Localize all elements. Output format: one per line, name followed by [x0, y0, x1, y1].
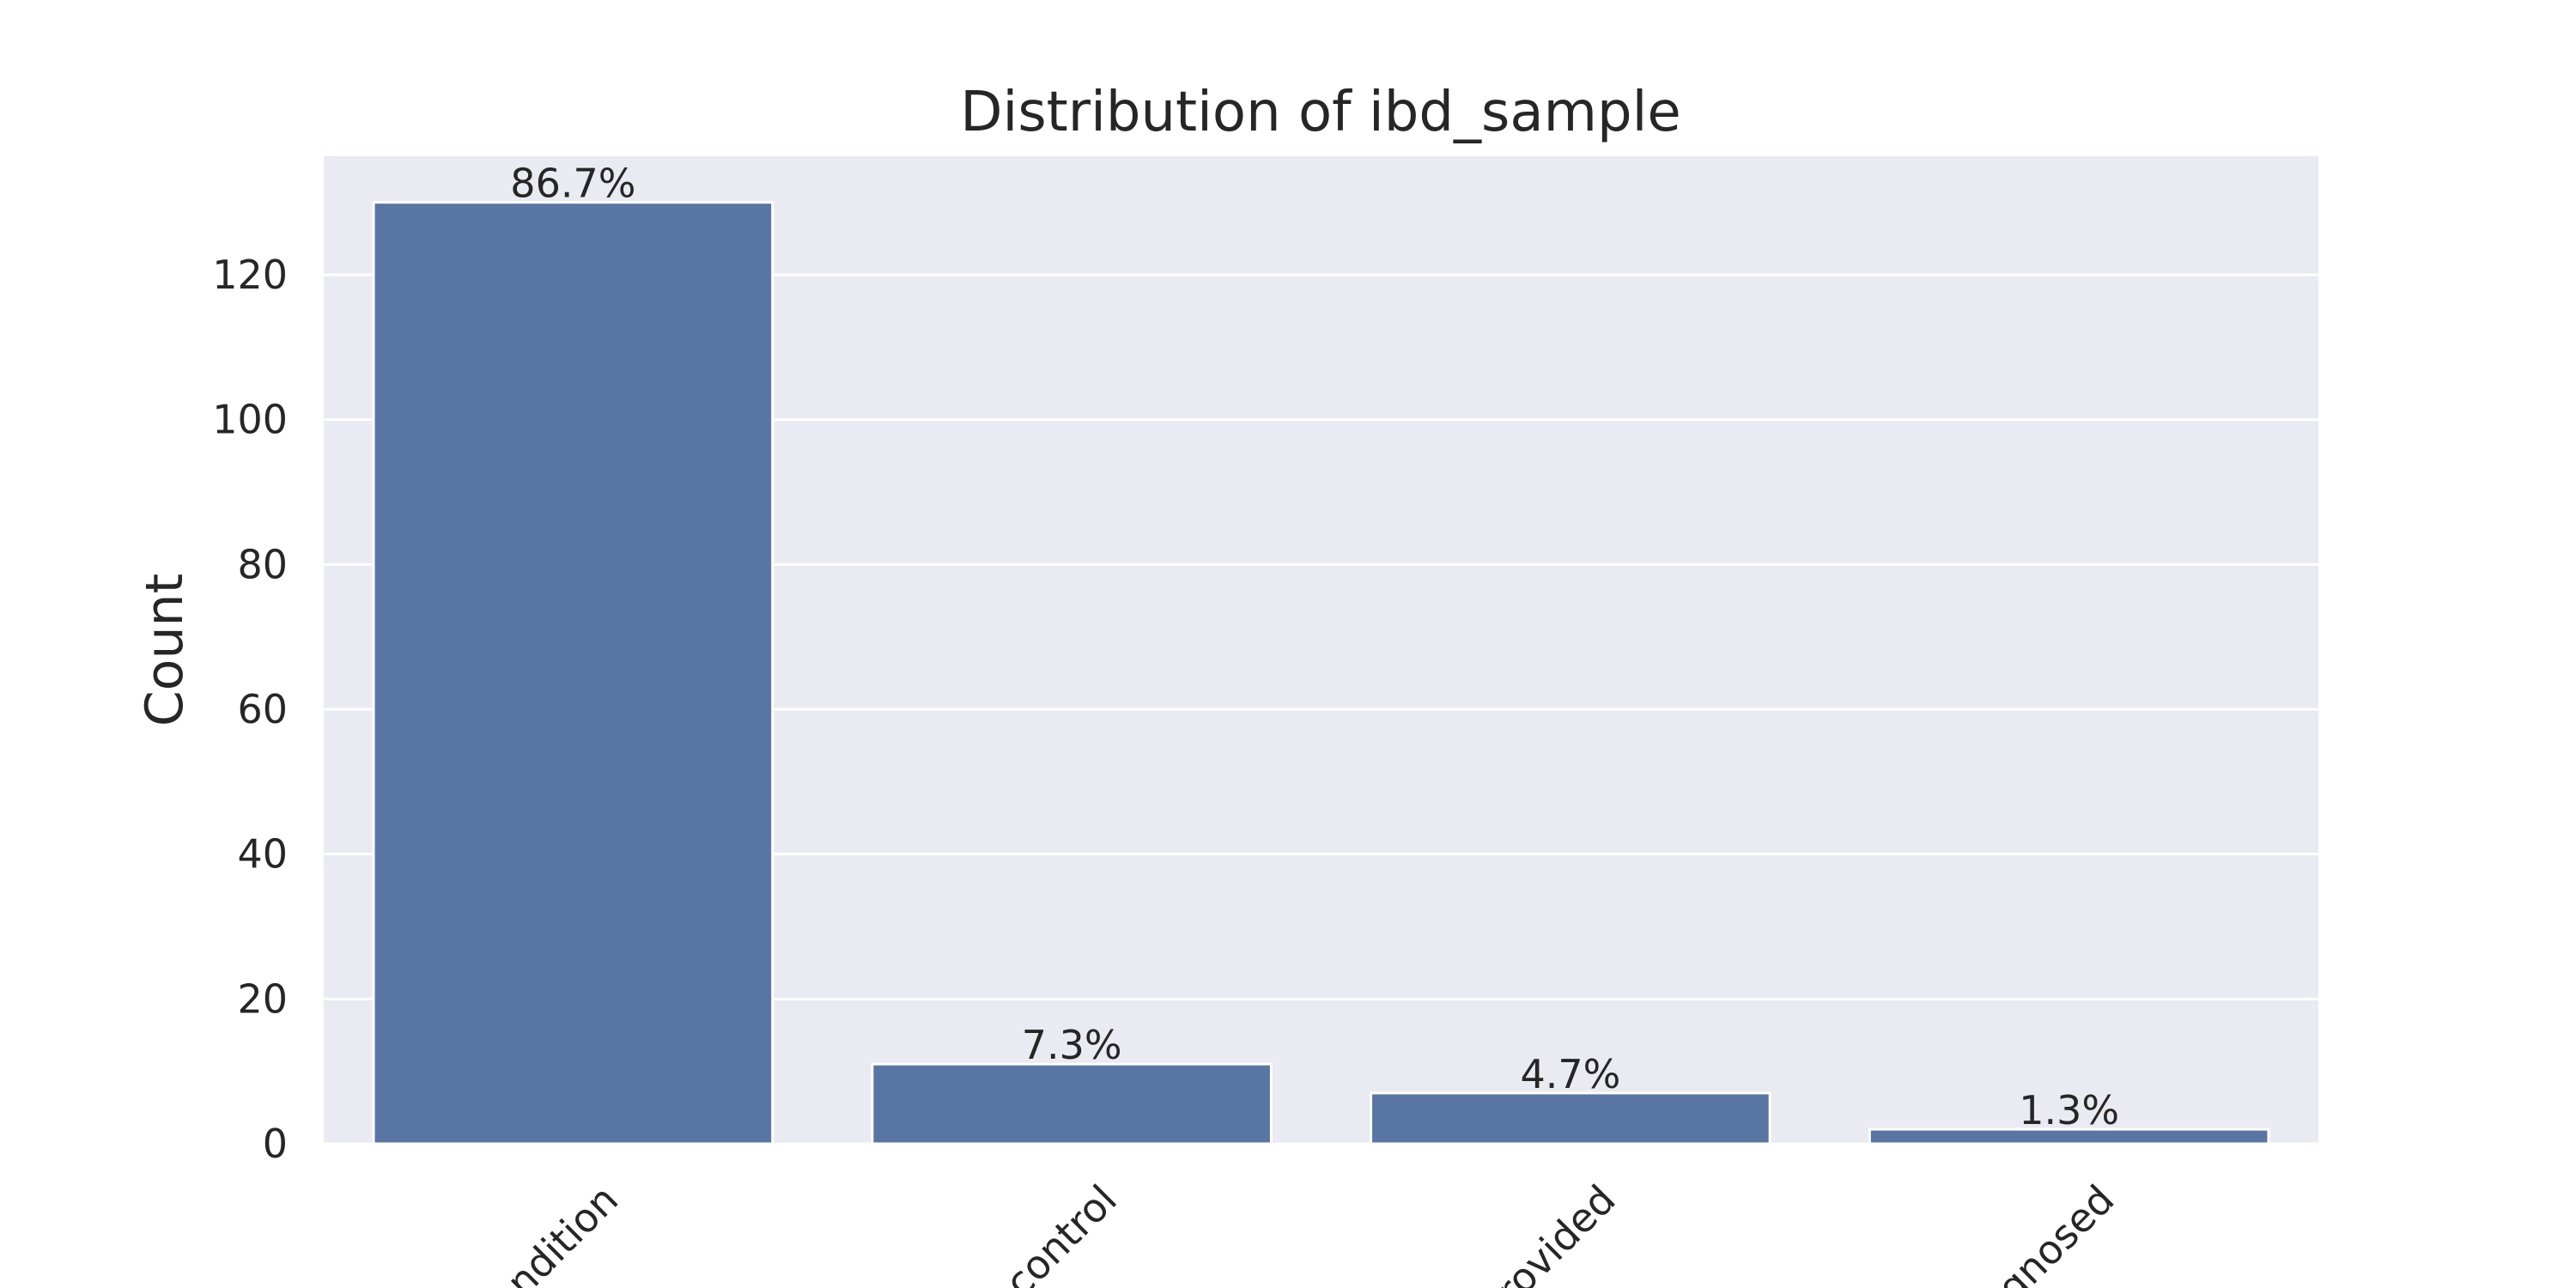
data-labels: 86.7% 7.3% 4.7% 1.3% [510, 161, 2119, 1133]
bar [1868, 1127, 2270, 1145]
x-axis: Patient with condition Healthy control Oth… [291, 1176, 2123, 1288]
y-axis-label: Count [135, 574, 195, 726]
x-tick-label: Healthy control [879, 1176, 1126, 1288]
x-tick-label: Patient with condition [291, 1176, 628, 1288]
x-tick-label: Undiagnosed [1907, 1176, 2123, 1288]
bar [1370, 1091, 1771, 1145]
y-tick-label: 60 [237, 686, 288, 732]
bar-data-label: 86.7% [510, 161, 635, 207]
y-tick-label: 20 [237, 975, 288, 1022]
chart-title: Distribution of ibd_sample [960, 81, 1680, 144]
y-tick-label: 120 [212, 252, 288, 298]
bar-data-label: 4.7% [1520, 1051, 1620, 1097]
bars [372, 201, 2270, 1145]
y-tick-label: 40 [237, 831, 288, 878]
y-tick-label: 100 [212, 397, 288, 443]
bar-data-label: 7.3% [1022, 1022, 1122, 1068]
y-tick-label: 0 [263, 1121, 288, 1167]
y-tick-label: 80 [237, 541, 288, 587]
y-axis: 0 20 40 60 80 100 120 [212, 252, 288, 1167]
bar-data-label: 1.3% [2019, 1087, 2119, 1133]
bar [871, 1062, 1273, 1145]
x-tick-label: Other (resistant) not provided [1174, 1176, 1625, 1288]
bar [372, 201, 775, 1145]
